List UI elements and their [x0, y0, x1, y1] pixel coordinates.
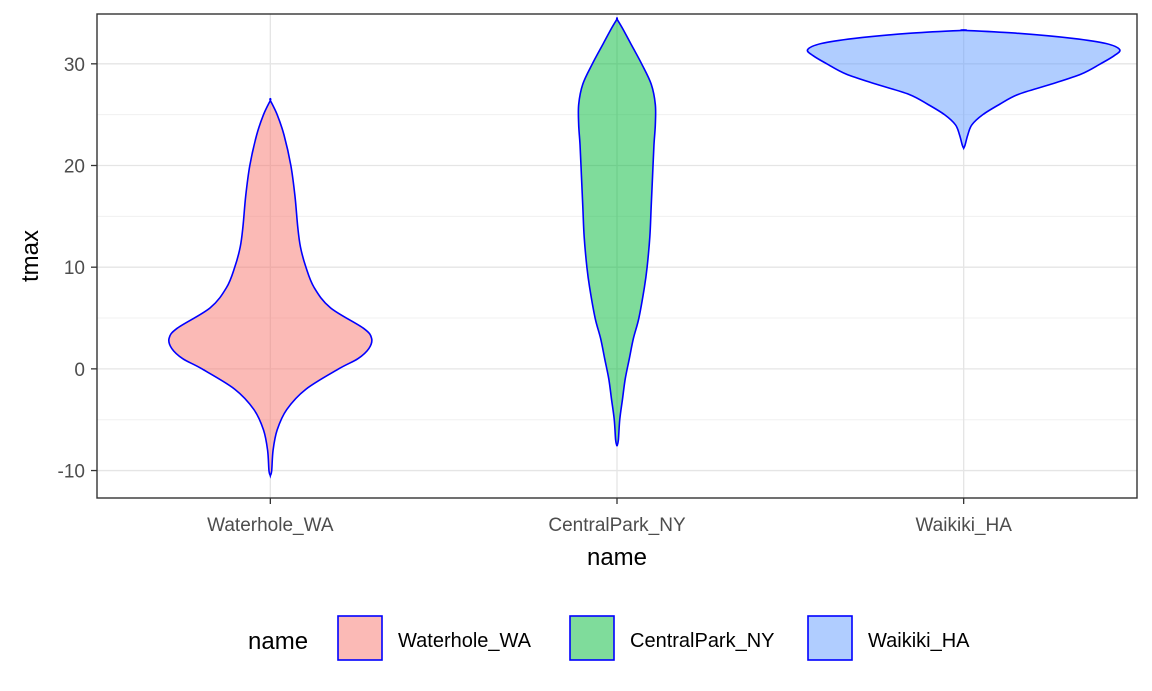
x-tick-label: CentralPark_NY	[548, 515, 686, 536]
legend-key-CentralPark_NY	[569, 615, 615, 661]
violin-Waterhole_WA	[167, 97, 373, 479]
legend: name Waterhole_WA CentralPark_NY Waikiki_H…	[248, 615, 970, 661]
y-tick-label: -10	[58, 462, 85, 483]
x-axis: Waterhole_WA CentralPark_NY Waikiki_HA	[207, 498, 1012, 536]
legend-label-CentralPark_NY: CentralPark_NY	[630, 630, 775, 652]
x-axis-title: name	[587, 544, 647, 571]
legend-label-Waikiki_HA: Waikiki_HA	[868, 630, 970, 652]
y-tick-label: 0	[74, 360, 85, 381]
violin-Waikiki_HA	[806, 29, 1121, 151]
y-tick-label: 10	[64, 258, 85, 279]
y-axis-title: tmax	[17, 230, 44, 282]
x-tick-label: Waikiki_HA	[915, 515, 1012, 536]
legend-key-Waterhole_WA	[337, 615, 383, 661]
x-tick-label: Waterhole_WA	[207, 515, 334, 536]
y-axis: -10 0 10 20 30	[58, 55, 97, 483]
violins	[167, 17, 1121, 479]
y-tick-label: 30	[64, 55, 85, 76]
legend-label-Waterhole_WA: Waterhole_WA	[398, 630, 532, 652]
legend-key-Waikiki_HA	[807, 615, 853, 661]
violin-CentralPark_NY	[577, 17, 657, 447]
legend-title: name	[248, 628, 308, 655]
y-tick-label: 20	[64, 157, 85, 178]
